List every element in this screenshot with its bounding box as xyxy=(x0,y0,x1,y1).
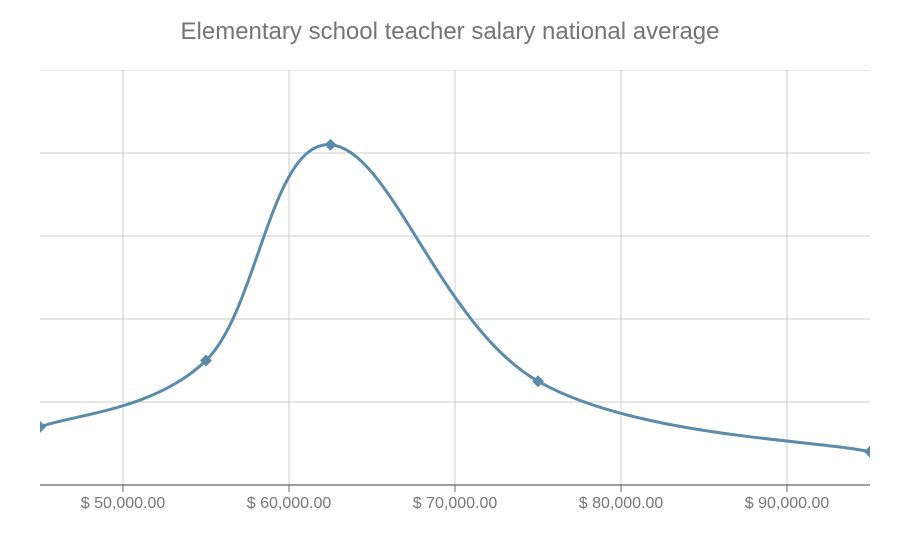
chart-svg xyxy=(40,70,870,495)
x-tick-label: $ 90,000.00 xyxy=(745,495,830,513)
chart-container: Elementary school teacher salary nationa… xyxy=(0,0,900,557)
x-tick-label: $ 70,000.00 xyxy=(413,495,498,513)
x-axis-labels: $ 50,000.00 $ 60,000.00 $ 70,000.00 $ 80,00… xyxy=(40,495,870,525)
x-tick-label: $ 80,000.00 xyxy=(579,495,664,513)
x-tick-label: $ 60,000.00 xyxy=(247,495,332,513)
x-tick-label: $ 50,000.00 xyxy=(81,495,166,513)
data-marker xyxy=(40,421,46,433)
plot-area xyxy=(40,70,870,485)
data-marker xyxy=(325,139,337,151)
data-marker xyxy=(864,446,870,458)
chart-title: Elementary school teacher salary nationa… xyxy=(0,18,900,46)
